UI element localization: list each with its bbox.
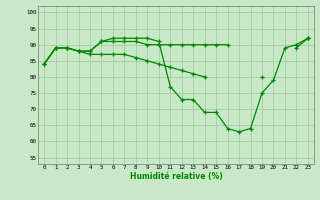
- X-axis label: Humidité relative (%): Humidité relative (%): [130, 172, 222, 181]
